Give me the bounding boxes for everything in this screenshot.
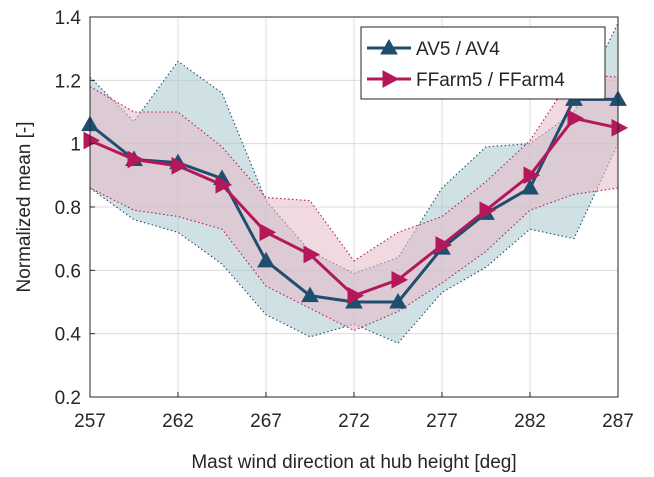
data-point-marker <box>382 70 400 88</box>
x-tick-label: 262 <box>162 411 194 432</box>
data-point-marker <box>301 286 319 303</box>
data-point-marker <box>391 271 409 289</box>
y-axis-label: Normalized mean [-] <box>14 121 35 292</box>
data-point-marker <box>521 178 539 195</box>
data-point-marker <box>127 150 145 169</box>
x-tick-label: 257 <box>74 411 106 432</box>
y-tick-label: 0.4 <box>55 325 82 346</box>
data-point-marker <box>435 236 453 254</box>
legend-box <box>360 26 606 100</box>
x-tick-label: 287 <box>602 411 634 432</box>
data-point-marker <box>479 201 497 220</box>
data-point-marker <box>611 119 629 137</box>
data-point-marker <box>567 109 585 128</box>
legend-label: AV5 / AV4 <box>416 39 500 60</box>
confidence-band <box>90 74 618 331</box>
x-tick-label: 282 <box>514 411 546 432</box>
data-point-marker <box>347 286 365 305</box>
confidence-band <box>90 23 618 344</box>
confidence-bands <box>89 23 619 344</box>
legend: AV5 / AV4 FFarm5 / FFarm4 <box>360 26 606 100</box>
data-point-marker <box>259 223 277 242</box>
y-tick-label: 1 <box>70 135 81 156</box>
data-point-marker <box>523 166 541 185</box>
x-tick-label: 272 <box>338 411 370 432</box>
data-point-marker <box>257 251 275 268</box>
y-tick-label: 1.2 <box>55 71 81 92</box>
data-point-marker <box>215 175 233 194</box>
series-markers <box>81 90 629 309</box>
y-tick-label: 1.4 <box>55 8 82 29</box>
x-tick-label: 267 <box>250 411 282 432</box>
y-tick-label: 0.6 <box>55 261 81 282</box>
data-point-marker <box>303 245 321 264</box>
y-tick-label: 0.2 <box>55 388 81 409</box>
data-point-marker <box>380 38 398 55</box>
data-point-marker <box>83 131 101 150</box>
y-tick-label: 0.8 <box>55 198 81 219</box>
tick-labels: 257 262 267 272 277 282 287 0.2 0.4 0.6 0.8 1 1.2 1.4 <box>55 8 634 432</box>
data-point-marker <box>171 156 189 175</box>
x-axis-label: Mast wind direction at hub height [deg] <box>191 452 516 473</box>
legend-label: FFarm5 / FFarm4 <box>416 70 565 91</box>
band-upper-edge <box>89 73 619 262</box>
x-tick-label: 277 <box>426 411 458 432</box>
data-point-marker <box>389 292 407 309</box>
